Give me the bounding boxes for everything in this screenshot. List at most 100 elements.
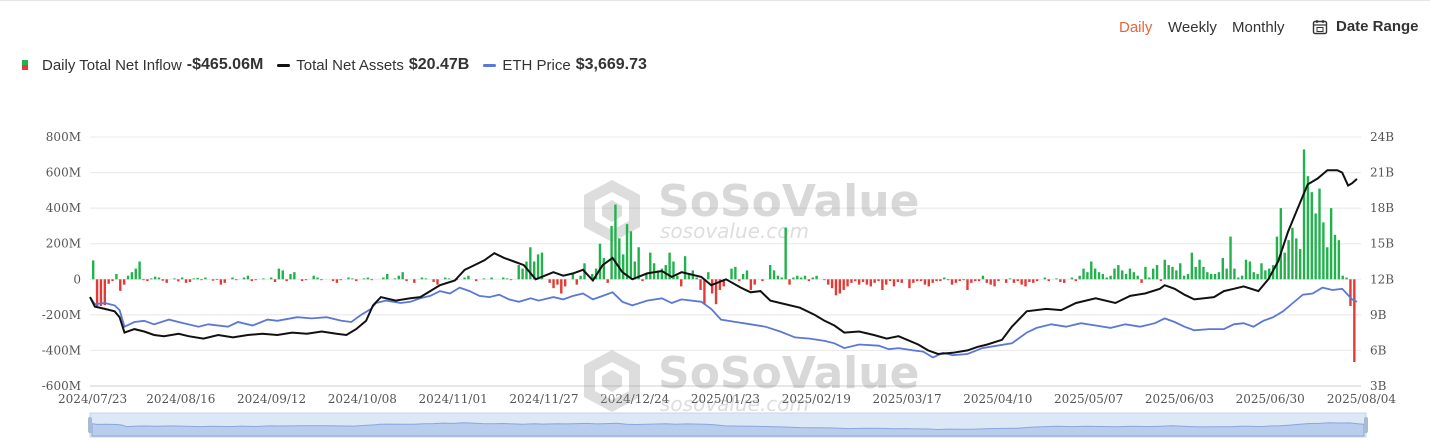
chart-legend: Daily Total Net Inflow -$465.06M Total N… bbox=[22, 56, 661, 74]
watermark-top: SoSoValue sosovalue.com bbox=[584, 176, 919, 243]
inflow-bar bbox=[1221, 257, 1224, 280]
inflow-bar bbox=[850, 279, 853, 283]
inflow-bar bbox=[119, 279, 122, 291]
inflow-bar bbox=[540, 252, 544, 280]
inflow-bar bbox=[668, 252, 671, 280]
legend-price-label: ETH Price bbox=[502, 56, 571, 74]
inflow-bar bbox=[370, 279, 373, 281]
period-daily-button[interactable]: Daily bbox=[1119, 19, 1153, 36]
inflow-bar bbox=[958, 279, 961, 282]
inflow-bar bbox=[1179, 263, 1182, 280]
inflow-bar bbox=[575, 279, 578, 285]
inflow-bar bbox=[467, 275, 470, 280]
legend-price-swatch bbox=[483, 63, 497, 67]
inflow-bar bbox=[1097, 272, 1101, 280]
inflow-bar bbox=[300, 279, 304, 282]
inflow-bar bbox=[1291, 227, 1294, 280]
navigator-left-handle[interactable] bbox=[88, 417, 92, 433]
inflow-bar bbox=[122, 279, 126, 285]
inflow-bar bbox=[424, 278, 428, 280]
inflow-bar bbox=[792, 277, 795, 280]
inflow-bar bbox=[649, 252, 652, 280]
inflow-bar bbox=[250, 279, 254, 282]
inflow-bar bbox=[413, 279, 416, 283]
inflow-bar bbox=[745, 270, 749, 280]
inflow-bar bbox=[92, 260, 95, 280]
y-right-tick-label: 15B bbox=[1370, 237, 1394, 251]
legend-assets[interactable]: Total Net Assets $20.47B bbox=[277, 56, 469, 74]
inflow-bar bbox=[1082, 268, 1085, 280]
inflow-bar bbox=[482, 278, 486, 280]
period-weekly-button[interactable]: Weekly bbox=[1168, 19, 1217, 36]
inflow-bar bbox=[335, 279, 339, 283]
inflow-bar bbox=[173, 278, 176, 280]
inflow-bar bbox=[1233, 268, 1236, 280]
inflow-bar bbox=[660, 268, 664, 280]
inflow-bar bbox=[1244, 259, 1248, 280]
inflow-bar bbox=[672, 261, 675, 280]
inflow-bar bbox=[1240, 275, 1244, 280]
inflow-bar bbox=[854, 279, 857, 282]
inflow-bar bbox=[1124, 273, 1128, 280]
inflow-bar bbox=[1302, 149, 1306, 280]
total-net-assets-line bbox=[89, 169, 1358, 356]
inflow-bar bbox=[277, 268, 281, 280]
inflow-bar bbox=[1206, 272, 1209, 280]
date-range-button[interactable]: Date Range bbox=[1312, 18, 1419, 35]
inflow-bar bbox=[111, 279, 114, 282]
inflow-bar bbox=[320, 279, 323, 281]
inflow-bar bbox=[355, 279, 358, 282]
inflow-bar bbox=[1333, 234, 1337, 280]
inflow-bar bbox=[1252, 272, 1255, 280]
inflow-bar bbox=[563, 279, 567, 287]
inflow-bar bbox=[1171, 266, 1174, 280]
inflow-bar bbox=[827, 279, 830, 285]
inflow-bar bbox=[954, 279, 958, 283]
inflow-bar bbox=[1182, 275, 1186, 280]
y-right-tick-label: 3B bbox=[1370, 379, 1387, 393]
x-tick-label: 2024/08/16 bbox=[146, 392, 215, 406]
x-tick-label: 2024/11/01 bbox=[419, 392, 488, 406]
inflow-bar bbox=[1329, 208, 1333, 280]
inflow-bar bbox=[1132, 272, 1136, 280]
inflow-bar bbox=[339, 279, 342, 281]
inflow-bar bbox=[1167, 265, 1170, 280]
inflow-bar bbox=[602, 257, 606, 280]
range-navigator[interactable] bbox=[88, 412, 1368, 438]
inflow-bar bbox=[915, 279, 919, 282]
inflow-bar bbox=[1008, 278, 1012, 280]
x-axis: 2024/07/23 2024/08/16 2024/09/12 2024/10/08… bbox=[58, 392, 1396, 406]
inflow-bar bbox=[637, 247, 640, 280]
inflow-bar bbox=[502, 277, 505, 280]
inflow-bar bbox=[927, 279, 930, 287]
inflow-bar bbox=[1043, 277, 1047, 280]
inflow-bar bbox=[811, 277, 814, 280]
inflow-bar bbox=[1175, 270, 1178, 280]
inflow-bar bbox=[556, 279, 559, 285]
inflow-bar bbox=[382, 277, 385, 280]
inflow-bar bbox=[157, 277, 161, 280]
legend-price[interactable]: ETH Price $3,669.73 bbox=[483, 56, 647, 74]
inflow-bar bbox=[405, 279, 408, 282]
inflow-bar bbox=[517, 265, 520, 280]
inflow-bar bbox=[730, 268, 733, 280]
top-divider bbox=[0, 0, 1430, 1]
inflow-bar bbox=[703, 279, 706, 305]
inflow-bar bbox=[1229, 236, 1232, 280]
x-tick-label: 2025/02/19 bbox=[782, 392, 851, 406]
inflow-bar bbox=[621, 254, 625, 280]
inflow-bar bbox=[896, 279, 900, 282]
legend-price-value: $3,669.73 bbox=[575, 56, 647, 73]
inflow-bar bbox=[231, 277, 234, 280]
period-monthly-button[interactable]: Monthly bbox=[1232, 19, 1285, 36]
inflow-bar bbox=[900, 279, 903, 283]
inflow-bar bbox=[188, 279, 192, 282]
inflow-bar bbox=[892, 279, 896, 287]
navigator-right-handle[interactable] bbox=[1364, 417, 1368, 433]
inflow-bar bbox=[115, 273, 118, 280]
inflow-bar bbox=[772, 270, 776, 280]
legend-inflow[interactable]: Daily Total Net Inflow -$465.06M bbox=[22, 56, 263, 74]
inflow-bar bbox=[1047, 279, 1050, 282]
inflow-bar bbox=[718, 279, 722, 290]
